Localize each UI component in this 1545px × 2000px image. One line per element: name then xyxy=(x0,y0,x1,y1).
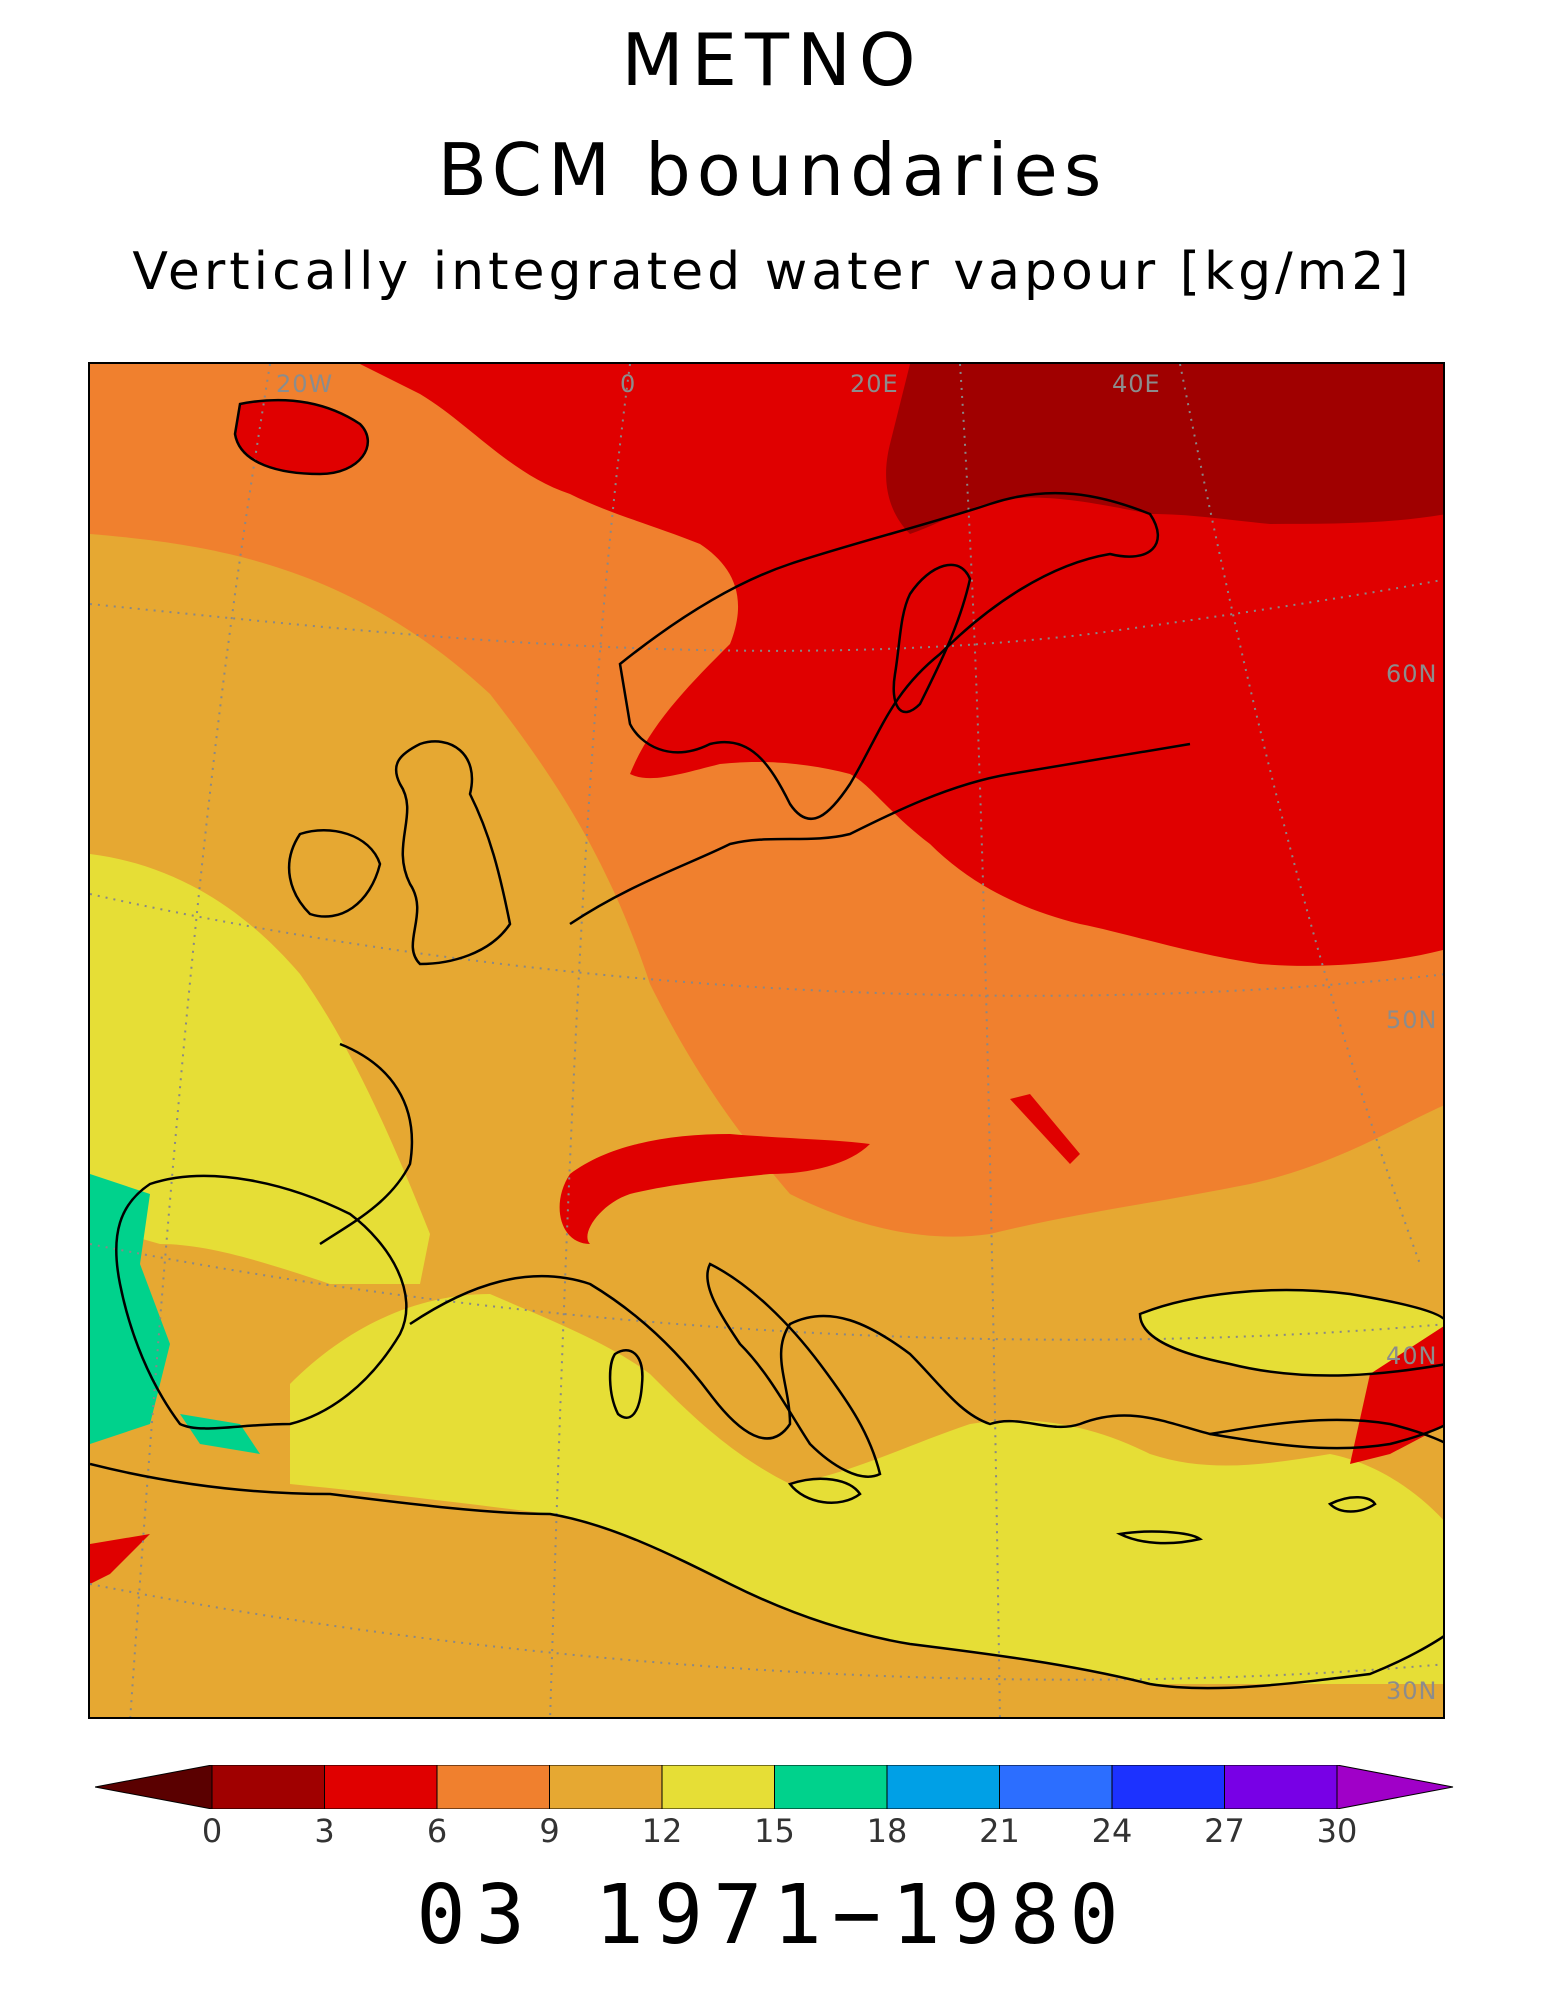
map-field xyxy=(90,364,1443,1717)
lon-label-20w: 20W xyxy=(276,370,334,398)
field-12-15-atlantic xyxy=(90,854,430,1284)
colorbar-tick-label: 6 xyxy=(426,1812,448,1850)
colorbar-segment xyxy=(324,1765,438,1809)
colorbar-segment xyxy=(549,1765,663,1809)
graticule xyxy=(90,364,1443,1717)
field-0-3-northeast xyxy=(886,364,1443,534)
field-15-18-gibraltar xyxy=(180,1414,260,1454)
colorbar-tick-label: 24 xyxy=(1091,1812,1133,1850)
title-line-1: METNO xyxy=(621,18,924,102)
coastlines xyxy=(90,398,1443,1690)
field-12-15-mediterranean xyxy=(290,1294,1443,1684)
field-3-6-anatolia xyxy=(1350,1326,1443,1464)
field-3-6-iceland xyxy=(235,400,368,474)
period-label: 03 1971−1980 xyxy=(416,1868,1129,1963)
colorbar-segment xyxy=(211,1765,325,1809)
colorbar-segment xyxy=(1224,1765,1338,1809)
lon-label-20e: 20E xyxy=(850,370,899,398)
field-3-6-carpathians xyxy=(1010,1094,1080,1164)
colorbar xyxy=(95,1765,1454,1809)
field-3-6-alps xyxy=(559,1134,870,1244)
colorbar-tick-label: 21 xyxy=(979,1812,1020,1850)
colorbar-segment xyxy=(999,1765,1113,1809)
colorbar-tick-label: 30 xyxy=(1316,1812,1358,1850)
map-panel: 20W 0 20E 40E 60N 50N 40N 30N xyxy=(88,362,1445,1719)
lat-label-60n: 60N xyxy=(1386,660,1438,688)
colorbar-tick-label: 12 xyxy=(641,1812,683,1850)
title-line-3: Vertically integrated water vapour [kg/m… xyxy=(132,242,1413,302)
colorbar-segment xyxy=(1111,1765,1225,1809)
field-3-6-morocco xyxy=(90,1534,150,1584)
colorbar-tick-label: 3 xyxy=(314,1812,335,1850)
lat-label-50n: 50N xyxy=(1386,1006,1438,1034)
colorbar-tick-label: 18 xyxy=(866,1812,908,1850)
title-line-2: BCM boundaries xyxy=(437,128,1108,212)
colorbar-tick-label: 27 xyxy=(1204,1812,1245,1850)
colorbar-segment xyxy=(886,1765,1000,1809)
lon-label-0: 0 xyxy=(620,370,637,398)
lon-label-40e: 40E xyxy=(1112,370,1161,398)
colorbar-segment xyxy=(774,1765,888,1809)
colorbar-tick-label: 0 xyxy=(201,1812,223,1850)
lat-label-30n: 30N xyxy=(1386,1677,1438,1705)
colorbar-segment xyxy=(436,1765,550,1809)
field-12-15-black-sea xyxy=(1140,1290,1443,1376)
colorbar-under-triangle xyxy=(95,1765,213,1809)
colorbar-segment xyxy=(661,1765,775,1809)
colorbar-over-triangle xyxy=(1336,1765,1454,1809)
colorbar-tick-label: 15 xyxy=(754,1812,795,1850)
colorbar-tick-label: 9 xyxy=(539,1812,560,1850)
lat-label-40n: 40N xyxy=(1386,1342,1438,1370)
